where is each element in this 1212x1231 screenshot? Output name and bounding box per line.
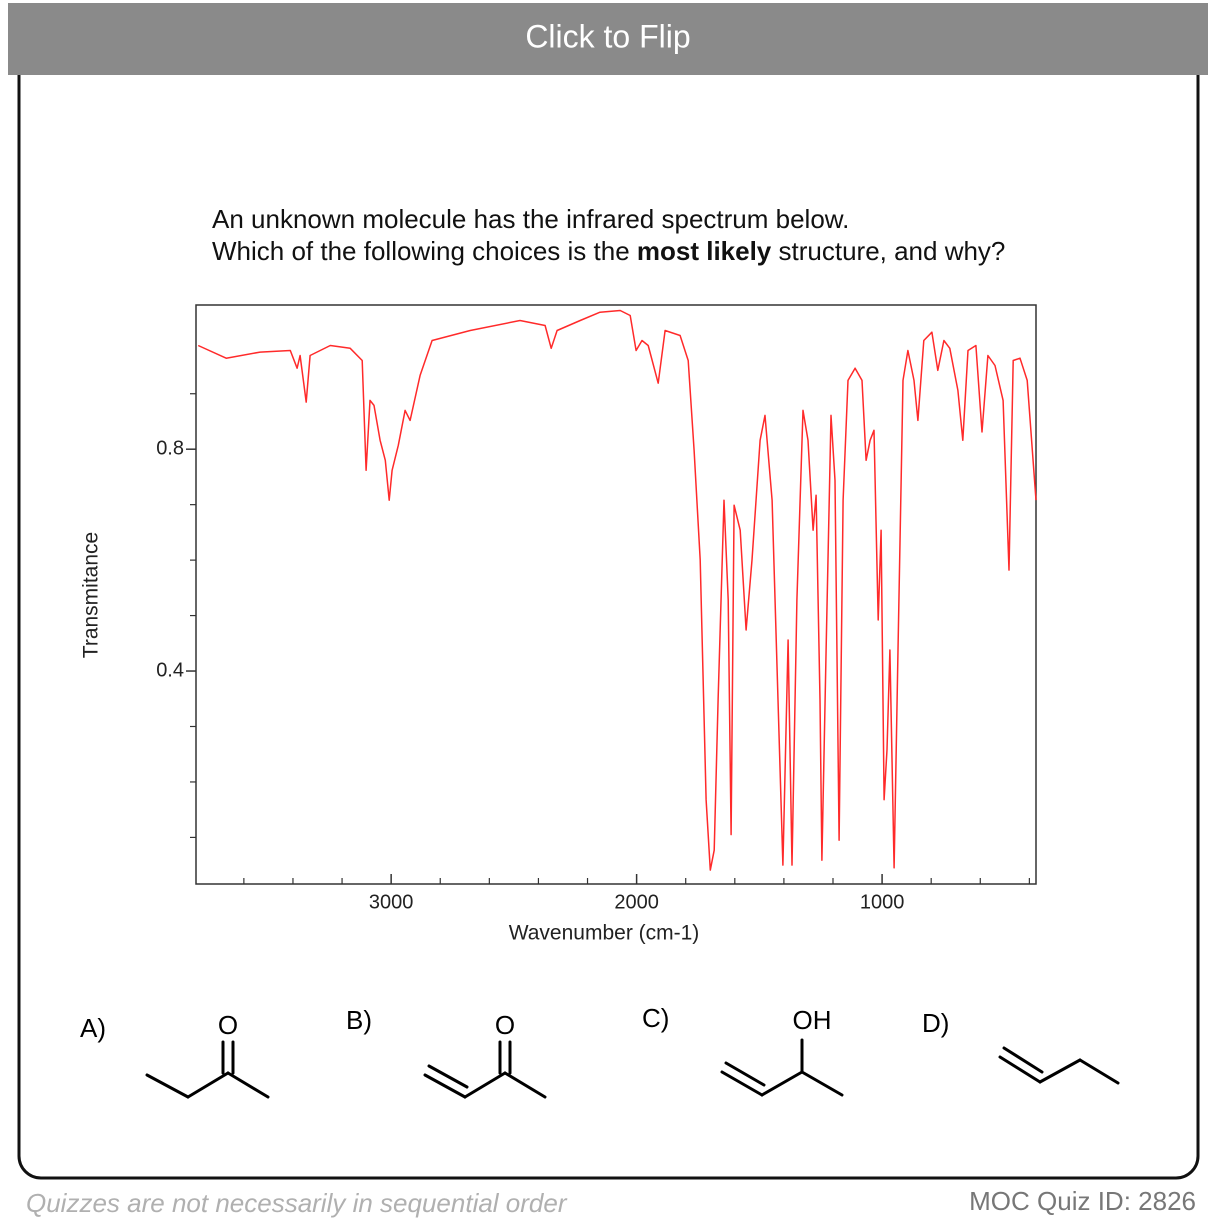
structures: A) O B) O C) OH D) (80, 1003, 1120, 1099)
y-tick-label: 0.8 (156, 437, 184, 459)
footer-note: Quizzes are not necessarily in sequentia… (26, 1188, 568, 1218)
emphasis: most likely (637, 236, 772, 266)
x-axis-label: Wavenumber (cm-1) (509, 922, 700, 945)
question-line: Which of the following choices is the mo… (212, 236, 1005, 266)
flip-button[interactable]: Click to Flip (525, 18, 690, 54)
choice-label[interactable]: C) (642, 1003, 669, 1033)
y-tick-label: 0.4 (156, 659, 184, 681)
spectrum-line (197, 309, 1037, 871)
y-axis-label: Transmitance (80, 532, 103, 658)
x-tick-label: 1000 (860, 891, 905, 913)
choice-label[interactable]: A) (80, 1013, 106, 1043)
atom-label: O (218, 1010, 238, 1040)
text: structure, and why? (771, 236, 1005, 266)
quiz-id: MOC Quiz ID: 2826 (969, 1186, 1196, 1216)
ir-spectrum: 0.4 0.8 3000 2000 1000 Wavenumber (cm-1) Trans… (80, 304, 1037, 945)
choice-label[interactable]: B) (346, 1005, 372, 1035)
x-tick-label: 2000 (614, 891, 659, 913)
question-line: An unknown molecule has the infrared spe… (212, 204, 849, 234)
atom-label: O (495, 1010, 515, 1040)
text: Which of the following choices is the (212, 236, 637, 266)
x-tick-label: 3000 (369, 891, 414, 913)
flip-header[interactable] (8, 3, 1208, 75)
plot-frame (195, 304, 1037, 885)
choice-label[interactable]: D) (922, 1008, 949, 1038)
atom-label: OH (793, 1005, 832, 1035)
